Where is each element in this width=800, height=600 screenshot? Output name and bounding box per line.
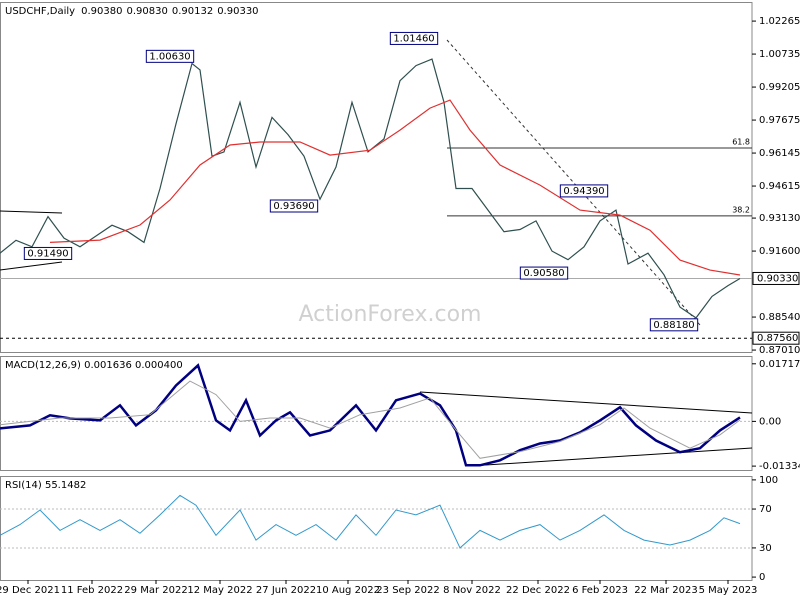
price-label-box — [145, 49, 195, 63]
ohlc-value: 0.90132 — [172, 6, 213, 17]
macd-panel — [0, 356, 753, 471]
price-label-box — [23, 246, 73, 260]
price-label: 1.00630 — [149, 51, 190, 62]
x-tick-label: 8 Nov 2022 — [443, 585, 501, 596]
series-line — [0, 58, 741, 319]
y-tick-label: 0.96145 — [759, 148, 800, 159]
x-tick-label: 5 May 2023 — [699, 585, 758, 596]
price-label-box — [649, 318, 699, 332]
ohlc-value: 0.90330 — [217, 6, 258, 17]
x-tick-label: 12 May 2022 — [187, 585, 252, 596]
y-tick-label: 0.017176 — [759, 359, 800, 370]
price-label: 0.88180 — [653, 320, 694, 331]
y-tick-label: 0.93130 — [759, 213, 800, 224]
ohlc-value: 0.90380 — [81, 6, 122, 17]
y-tick-label: 1.02265 — [759, 16, 800, 27]
y-tick-label: 0.87010 — [759, 345, 800, 356]
price-panel — [0, 2, 753, 353]
panel-title: RSI(14) 55.1482 — [5, 480, 86, 491]
rsi-panel — [0, 476, 753, 581]
price-label: 1.01460 — [393, 33, 434, 44]
y-tick-label: 0.94615 — [759, 181, 800, 192]
price-label-box — [519, 266, 569, 280]
y-tick-label: 30 — [759, 543, 772, 554]
y-tick-label: 100 — [759, 475, 778, 486]
y-tick-label: 70 — [759, 504, 772, 515]
x-tick-label: 29 Dec 2021 — [0, 585, 60, 596]
y-tick-label: 0.00 — [759, 416, 781, 427]
series-line — [0, 363, 741, 467]
y-tick-label: 0.88540 — [759, 312, 800, 323]
x-tick-label: 22 Mar 2023 — [634, 585, 697, 596]
macd-trend-line — [419, 391, 753, 414]
fib-label: 38.2 — [732, 205, 750, 214]
panel-title: MACD(12,26,9) 0.001636 0.000400 — [5, 360, 183, 371]
macd-trend-line — [469, 447, 753, 467]
channel-line — [0, 210, 63, 214]
channel-line — [0, 261, 63, 271]
fib-label: 61.8 — [732, 137, 750, 146]
ohlc-value: 0.90830 — [126, 6, 167, 17]
x-tick-label: 22 Dec 2022 — [506, 585, 570, 596]
series-line — [0, 380, 741, 459]
price-label-box — [559, 184, 609, 198]
panel-title: USDCHF,Daily — [5, 6, 75, 17]
x-tick-label: 10 Aug 2022 — [316, 585, 380, 596]
price-label-box — [269, 199, 319, 213]
x-tick-label: 27 Jun 2022 — [256, 585, 316, 596]
y-tick-label: 1.00735 — [759, 49, 800, 60]
y-tick-label: 0.99205 — [759, 82, 800, 93]
price-label: 0.91490 — [27, 248, 68, 259]
current-box — [752, 271, 800, 285]
support-box — [752, 331, 800, 345]
x-tick-label: 29 Mar 2022 — [124, 585, 187, 596]
y-tick-label: -0.01334 — [759, 461, 800, 472]
price-label-box — [389, 31, 439, 45]
series-line — [0, 494, 741, 549]
price-label: 0.90580 — [523, 268, 564, 279]
price-label: 0.93690 — [273, 201, 314, 212]
series-line — [49, 99, 741, 276]
x-tick-label: 6 Feb 2023 — [572, 585, 628, 596]
y-tick-label: 0.97675 — [759, 115, 800, 126]
x-tick-label: 11 Feb 2022 — [61, 585, 123, 596]
watermark: ActionForex.com — [299, 302, 482, 327]
y-tick-label: 0.91600 — [759, 246, 800, 257]
support-label: 0.87560 — [757, 333, 798, 344]
x-tick-label: 23 Sep 2022 — [376, 585, 439, 596]
price-label: 0.94390 — [563, 186, 604, 197]
y-tick-label: 0 — [759, 572, 765, 583]
current-label: 0.90330 — [757, 273, 798, 284]
